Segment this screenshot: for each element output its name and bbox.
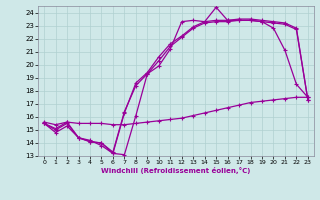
X-axis label: Windchill (Refroidissement éolien,°C): Windchill (Refroidissement éolien,°C) <box>101 167 251 174</box>
